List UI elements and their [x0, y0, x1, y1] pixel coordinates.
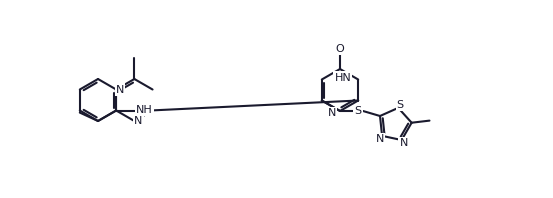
Text: HN: HN [335, 72, 351, 83]
Text: S: S [397, 100, 404, 110]
Text: S: S [354, 106, 362, 116]
Text: O: O [336, 44, 345, 54]
Text: N: N [399, 138, 408, 148]
Text: N: N [376, 134, 384, 144]
Text: NH: NH [136, 105, 153, 114]
Text: N: N [134, 116, 143, 126]
Text: N: N [327, 108, 336, 118]
Text: N: N [116, 85, 124, 94]
